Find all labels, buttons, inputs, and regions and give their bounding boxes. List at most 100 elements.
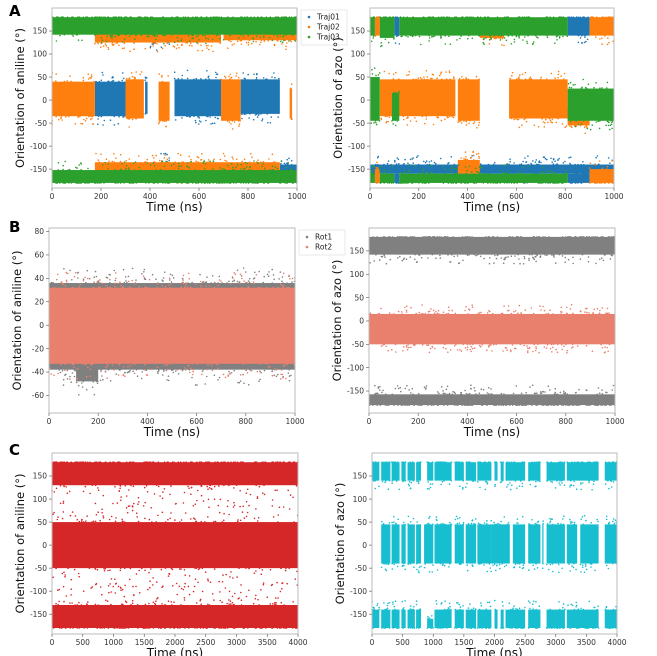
data-point	[154, 603, 157, 606]
data-point	[575, 404, 577, 406]
data-point	[503, 44, 505, 47]
data-point	[163, 157, 166, 159]
data-point	[53, 491, 56, 493]
data-point	[436, 172, 438, 175]
data-point	[197, 49, 199, 52]
data-point	[256, 72, 258, 75]
data-point	[425, 171, 428, 174]
data-point	[391, 461, 393, 464]
data-point	[186, 165, 188, 168]
data-point	[387, 236, 390, 238]
data-point	[428, 313, 430, 315]
data-point	[552, 158, 555, 160]
data-point	[101, 627, 103, 629]
data-point	[83, 627, 85, 629]
data-point	[540, 392, 543, 395]
data-point	[513, 347, 516, 350]
data-point	[558, 253, 561, 256]
data-point	[538, 182, 540, 184]
data-point	[571, 404, 574, 406]
data-point	[535, 159, 538, 161]
data-point	[531, 43, 534, 46]
data-point	[550, 480, 552, 483]
data-point	[398, 182, 401, 184]
data-point	[291, 118, 293, 121]
data-point	[483, 43, 485, 45]
data-point	[596, 307, 599, 310]
data-point	[521, 124, 523, 126]
data-point	[375, 163, 377, 166]
data-point	[288, 567, 291, 569]
data-point	[217, 33, 220, 36]
data-point	[602, 259, 605, 262]
data-point	[605, 124, 607, 127]
data-point	[379, 385, 381, 388]
data-point	[146, 158, 149, 161]
data-point	[273, 34, 275, 36]
data-point	[110, 603, 112, 606]
data-point	[108, 591, 110, 594]
data-point	[506, 182, 508, 184]
data-point	[467, 16, 469, 19]
data-point	[562, 603, 565, 605]
data-point	[428, 571, 431, 573]
data-point	[581, 236, 584, 238]
data-point	[458, 522, 461, 524]
data-point	[510, 350, 512, 353]
data-point	[287, 161, 289, 164]
data-point	[117, 282, 119, 285]
data-point	[249, 113, 251, 115]
data-point	[570, 603, 573, 606]
data-point	[284, 163, 287, 166]
data-point	[260, 589, 262, 591]
data-point	[118, 80, 120, 83]
dense-band	[424, 524, 434, 564]
data-point	[235, 166, 237, 168]
data-point	[232, 158, 234, 160]
data-point	[500, 404, 503, 406]
data-point	[554, 160, 556, 162]
data-point	[602, 236, 604, 238]
data-point	[197, 116, 199, 118]
data-point	[466, 182, 469, 184]
data-point	[384, 608, 387, 611]
legend-marker	[305, 235, 309, 239]
data-point	[584, 86, 587, 89]
data-point	[292, 627, 294, 629]
data-point	[185, 42, 187, 44]
data-point	[84, 182, 86, 184]
data-point	[255, 113, 258, 115]
data-point	[178, 585, 181, 588]
data-point	[585, 40, 587, 43]
data-point	[383, 254, 386, 257]
data-point	[119, 567, 122, 569]
data-point	[133, 169, 136, 171]
data-point	[464, 236, 467, 238]
data-point	[239, 461, 242, 464]
data-point	[105, 40, 108, 43]
data-point	[526, 42, 529, 45]
data-point	[142, 505, 145, 507]
data-point	[510, 117, 513, 120]
data-point	[463, 157, 465, 160]
x-axis-label: Time (ns)	[465, 646, 522, 656]
data-point	[391, 482, 394, 485]
data-point	[509, 349, 512, 351]
data-point	[289, 494, 292, 496]
data-point	[184, 285, 187, 288]
data-point	[604, 35, 606, 37]
data-point	[427, 311, 430, 313]
data-point	[208, 604, 211, 606]
data-point	[518, 78, 521, 80]
data-point	[77, 16, 79, 19]
data-point	[233, 461, 235, 464]
data-point	[108, 518, 111, 521]
data-point	[60, 282, 62, 284]
data-point	[549, 563, 552, 566]
data-point	[205, 37, 207, 39]
data-point	[152, 157, 155, 159]
data-point	[609, 162, 611, 164]
data-point	[212, 50, 214, 53]
data-point	[144, 113, 147, 115]
data-point	[58, 182, 61, 184]
